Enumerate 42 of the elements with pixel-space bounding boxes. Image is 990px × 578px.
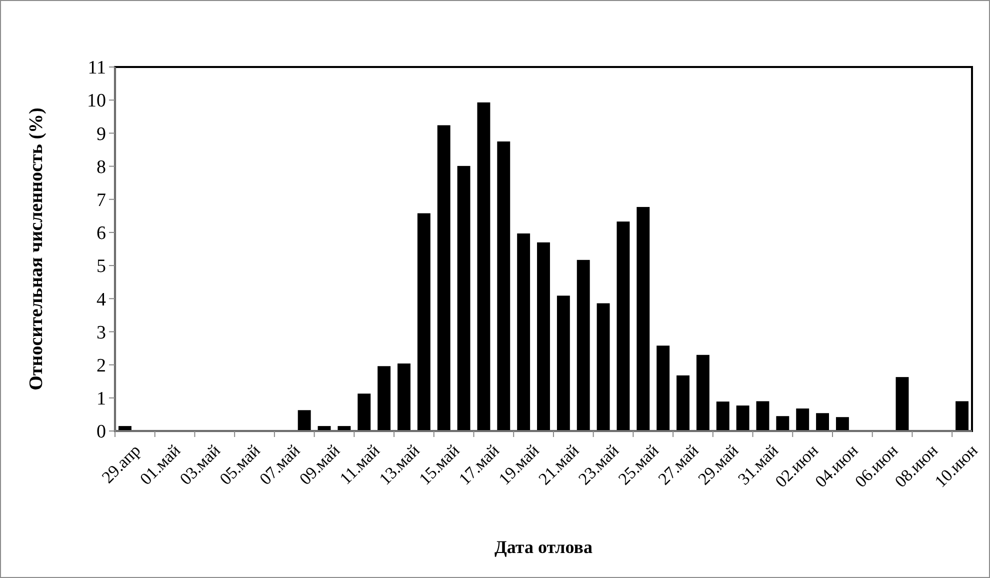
- bar: [298, 410, 311, 431]
- bar: [676, 375, 690, 431]
- bar: [497, 141, 510, 431]
- bar: [358, 394, 371, 431]
- y-tick-label: 1: [96, 388, 106, 410]
- bar: [636, 206, 650, 431]
- bar: [576, 260, 590, 431]
- bar: [457, 166, 470, 431]
- bar: [616, 222, 630, 431]
- bar: [956, 401, 969, 431]
- y-tick-label: 7: [96, 190, 106, 212]
- y-tick-label: 4: [96, 289, 106, 310]
- y-tick-label: 6: [96, 223, 106, 244]
- bar: [796, 408, 810, 431]
- bar: [537, 242, 550, 431]
- bar: [596, 303, 610, 431]
- y-tick-label: 10: [87, 90, 106, 112]
- bar: [896, 377, 909, 431]
- bar: [398, 363, 410, 431]
- y-tick-label: 9: [96, 124, 106, 145]
- bar: [756, 401, 770, 431]
- y-axis-title: Относительная численность (%): [26, 108, 47, 390]
- bar: [716, 402, 730, 431]
- bar: [736, 406, 750, 431]
- bar: [696, 354, 710, 431]
- bar: [836, 417, 849, 431]
- y-tick-label: 8: [96, 156, 106, 178]
- bar: [517, 233, 530, 431]
- bar: [816, 413, 829, 431]
- bar: [437, 125, 450, 431]
- bar: [556, 296, 570, 431]
- bar: [417, 213, 430, 431]
- bar: [776, 416, 790, 431]
- y-tick-label: 11: [88, 58, 106, 79]
- x-axis-title: Дата отлова: [494, 537, 593, 557]
- y-tick-label: 2: [96, 355, 106, 376]
- bar: [477, 102, 490, 431]
- bar: [378, 366, 391, 431]
- bar: [656, 346, 670, 431]
- y-tick-label: 0: [96, 422, 106, 443]
- y-tick-label: 5: [96, 256, 106, 278]
- y-tick-label: 3: [96, 322, 106, 344]
